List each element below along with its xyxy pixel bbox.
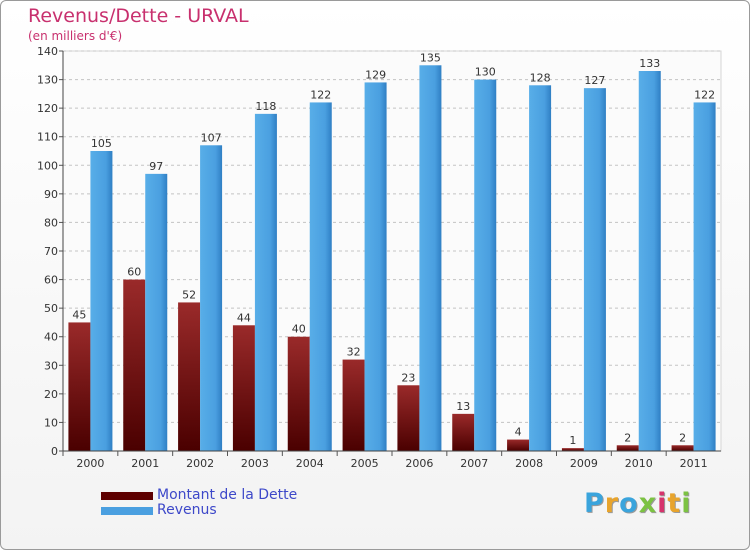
y-tick-label: 0 [51, 445, 58, 458]
bar-revenue [583, 88, 606, 452]
x-tick-label: 2004 [296, 457, 324, 470]
bar-debt [123, 279, 146, 451]
data-label-revenue: 97 [149, 160, 163, 173]
bar-revenue [254, 113, 277, 451]
x-tick-label: 2011 [680, 457, 708, 470]
data-label-debt: 32 [347, 346, 361, 359]
data-label-revenue: 122 [310, 88, 331, 101]
legend-swatch-debt [101, 491, 153, 500]
y-tick-label: 60 [44, 274, 58, 287]
chart-subtitle: (en milliers d'€) [28, 29, 123, 43]
y-tick-label: 110 [37, 131, 58, 144]
bar-revenue [90, 151, 113, 451]
data-label-debt: 2 [679, 431, 686, 444]
data-label-revenue: 135 [420, 51, 441, 64]
bar-revenue [309, 102, 332, 451]
y-tick-label: 10 [44, 416, 58, 429]
y-tick-label: 20 [44, 388, 58, 401]
data-label-debt: 60 [127, 266, 141, 279]
y-tick-label: 130 [37, 74, 58, 87]
y-tick-label: 140 [37, 45, 58, 58]
x-tick-label: 2001 [131, 457, 159, 470]
bar-revenue [364, 82, 387, 451]
bar-revenue [145, 173, 168, 451]
legend: Montant de la Dette Revenus [101, 488, 297, 518]
y-tick-label: 80 [44, 216, 58, 229]
y-tick-label: 50 [44, 302, 58, 315]
y-tick-label: 120 [37, 102, 58, 115]
data-label-debt: 44 [237, 311, 251, 324]
data-label-revenue: 105 [91, 137, 112, 150]
bar-revenue [200, 145, 223, 452]
bar-debt [342, 359, 365, 451]
data-label-revenue: 129 [365, 68, 386, 81]
bar-debt [507, 439, 530, 451]
data-label-revenue: 128 [530, 71, 551, 84]
y-tick-label: 100 [37, 159, 58, 172]
data-label-revenue: 130 [475, 66, 496, 79]
y-tick-label: 90 [44, 188, 58, 201]
data-label-debt: 52 [182, 288, 196, 301]
bar-debt [178, 302, 201, 451]
bar-debt [452, 413, 475, 451]
legend-item-debt: Montant de la Dette [101, 488, 297, 503]
logo-letter: i [681, 488, 692, 519]
legend-swatch-revenue [101, 506, 153, 515]
bar-debt [232, 325, 255, 451]
logo-letter: t [667, 488, 682, 519]
x-tick-label: 2010 [625, 457, 653, 470]
bar-revenue [693, 102, 716, 451]
data-label-revenue: 107 [201, 131, 222, 144]
legend-label-revenue: Revenus [157, 502, 217, 518]
bar-debt [671, 445, 694, 451]
logo-letter: x [638, 488, 658, 519]
y-tick-label: 40 [44, 331, 58, 344]
bar-debt [287, 336, 310, 451]
logo-letter: P [584, 488, 605, 519]
logo-letter: r [604, 488, 620, 519]
legend-item-revenue: Revenus [101, 503, 297, 518]
chart-title: Revenus/Dette - URVAL [28, 5, 249, 27]
data-label-debt: 2 [624, 431, 631, 444]
bar-revenue [474, 79, 497, 452]
data-label-revenue: 122 [694, 88, 715, 101]
x-tick-label: 2003 [241, 457, 269, 470]
bar-debt [68, 322, 91, 451]
legend-label-debt: Montant de la Dette [157, 487, 298, 503]
data-label-debt: 23 [401, 371, 415, 384]
bar-revenue [529, 85, 552, 452]
logo-letter: i [657, 488, 668, 519]
data-label-debt: 40 [292, 323, 306, 336]
data-label-revenue: 118 [255, 100, 276, 113]
bar-debt [561, 448, 584, 451]
data-label-debt: 4 [515, 426, 522, 439]
logo-letter: o [619, 488, 639, 519]
x-tick-label: 2007 [460, 457, 488, 470]
x-tick-label: 2002 [186, 457, 214, 470]
x-tick-label: 2005 [351, 457, 379, 470]
x-tick-label: 2009 [570, 457, 598, 470]
data-label-debt: 45 [72, 308, 86, 321]
x-tick-label: 2006 [405, 457, 433, 470]
x-tick-label: 2000 [76, 457, 104, 470]
data-label-debt: 1 [569, 434, 576, 447]
bar-revenue [419, 65, 442, 452]
bar-revenue [638, 71, 661, 451]
y-tick-label: 70 [44, 245, 58, 258]
bar-debt [397, 385, 420, 451]
data-label-revenue: 133 [639, 57, 660, 70]
x-tick-label: 2008 [515, 457, 543, 470]
bar-debt [616, 445, 639, 451]
y-tick-label: 30 [44, 359, 58, 372]
data-label-debt: 13 [456, 400, 470, 413]
data-label-revenue: 127 [584, 74, 605, 87]
proxiti-logo: Proxiti [584, 488, 692, 519]
